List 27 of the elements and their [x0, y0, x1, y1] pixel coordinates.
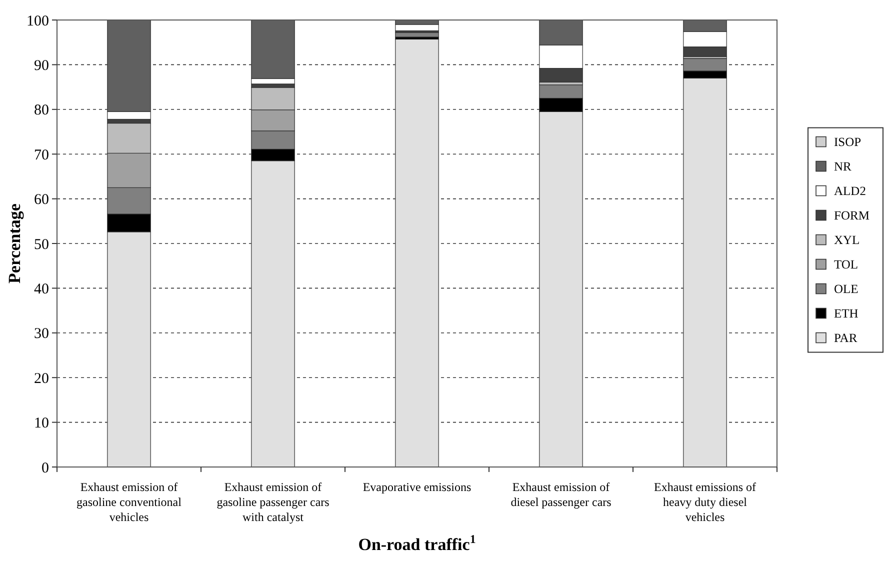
legend-label: ISOP — [834, 135, 862, 150]
y-tick-label: 70 — [34, 147, 49, 164]
y-tick-label: 50 — [34, 236, 49, 253]
x-tick-label: Exhaust emission of gasoline passenger cars with catalyst — [216, 480, 330, 524]
x-axis-title: On-road traffic$^{1}$ — [358, 532, 476, 554]
y-tick-label: 40 — [34, 281, 49, 298]
y-tick-label: 60 — [34, 192, 49, 208]
y-tick-label: 100 — [26, 13, 49, 30]
x-tick-label: Exhaust emission of gasoline conventional vehicles — [76, 480, 182, 524]
y-tick-label: 0 — [42, 460, 49, 476]
y-tick-label: 90 — [34, 58, 49, 74]
legend-label: ETH — [834, 306, 858, 321]
legend-label: NR — [834, 160, 852, 174]
legend-label: OLE — [834, 282, 859, 296]
x-tick-label: Exhaust emissions of heavy duty diesel vehicles — [654, 480, 756, 524]
y-tick-label: 30 — [34, 326, 49, 342]
legend-label: XYL — [834, 233, 860, 248]
y-tick-label: 20 — [34, 370, 49, 387]
legend-label: TOL — [834, 258, 858, 272]
legend-label: PAR — [834, 331, 858, 346]
y-tick-label: 10 — [34, 416, 49, 432]
legend-label: FORM — [834, 208, 870, 223]
x-tick-label: Exhaust emission of diesel passenger cars — [510, 480, 612, 509]
legend-label: ALD2 — [834, 184, 866, 198]
x-tick-label: Evaporative emissions — [362, 480, 472, 494]
y-tick-label: 80 — [34, 102, 49, 119]
y-axis-title: Percentage — [5, 203, 24, 284]
